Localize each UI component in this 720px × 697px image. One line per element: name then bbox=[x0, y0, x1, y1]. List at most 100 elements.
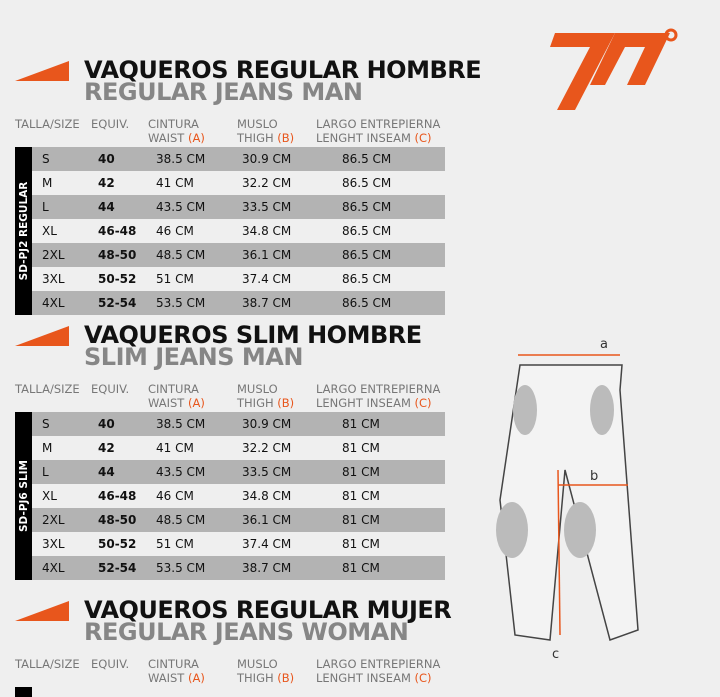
header-thigh: MUSLO THIGH (B) bbox=[237, 657, 295, 685]
size-table: SD-PJ2 REGULAR S 40 38.5 CM 30.9 CM 86.5 CM M 4… bbox=[15, 147, 445, 315]
cell: 36.1 CM bbox=[242, 513, 292, 527]
table-row: S 40 38.5 CM 30.9 CM 81 CM bbox=[32, 412, 445, 436]
table-row: 2XL 48-50 48.5 CM 36.1 CM 86.5 CM bbox=[32, 243, 445, 267]
cell: 33.5 CM bbox=[242, 200, 292, 214]
size-table: SD-PJ6 SLIM S 40 38.5 CM 30.9 CM 81 CM M 42 41 C… bbox=[15, 412, 445, 580]
cell: 34.8 CM bbox=[242, 489, 292, 503]
header-equiv: EQUIV. bbox=[91, 382, 130, 396]
cell: 81 CM bbox=[342, 417, 380, 431]
header-thigh: MUSLO THIGH (B) bbox=[237, 382, 295, 410]
cell: 48.5 CM bbox=[156, 513, 206, 527]
cell: 52-54 bbox=[98, 296, 137, 310]
cell: 46 CM bbox=[156, 224, 194, 238]
table-row: 3XL 50-52 51 CM 37.4 CM 81 CM bbox=[32, 532, 445, 556]
cell: 36.1 CM bbox=[242, 248, 292, 262]
cell: 34.8 CM bbox=[242, 224, 292, 238]
cell: 44 bbox=[98, 465, 115, 479]
cell: 32.2 CM bbox=[242, 176, 292, 190]
cell: 32.2 CM bbox=[242, 441, 292, 455]
cell: 2XL bbox=[42, 513, 65, 527]
section-subtitle: SLIM JEANS MAN bbox=[84, 343, 303, 371]
table-row: 3XL 50-52 51 CM 37.4 CM 86.5 CM bbox=[32, 267, 445, 291]
orange-triangle-icon bbox=[15, 326, 69, 346]
cell: 40 bbox=[98, 152, 115, 166]
cell: 86.5 CM bbox=[342, 248, 392, 262]
cell: 38.7 CM bbox=[242, 296, 292, 310]
table-row: 4XL 52-54 53.5 CM 38.7 CM 86.5 CM bbox=[32, 291, 445, 315]
cell: 86.5 CM bbox=[342, 296, 392, 310]
cell: 38.5 CM bbox=[156, 417, 206, 431]
cell: L bbox=[42, 200, 49, 214]
cell: 81 CM bbox=[342, 489, 380, 503]
label-a: a bbox=[600, 337, 608, 352]
table-row: 4XL 52-54 53.5 CM 38.7 CM 81 CM bbox=[32, 556, 445, 580]
brand-logo bbox=[550, 28, 678, 110]
table-row: M 42 41 CM 32.2 CM 86.5 CM bbox=[32, 171, 445, 195]
table-row: L 44 43.5 CM 33.5 CM 86.5 CM bbox=[32, 195, 445, 219]
cell: 46 CM bbox=[156, 489, 194, 503]
header-inseam: LARGO ENTREPIERNA LENGHT INSEAM (C) bbox=[316, 657, 441, 685]
cell: 81 CM bbox=[342, 513, 380, 527]
cell: 86.5 CM bbox=[342, 272, 392, 286]
section-subtitle: REGULAR JEANS MAN bbox=[84, 78, 363, 106]
cell: 86.5 CM bbox=[342, 176, 392, 190]
cell: 33.5 CM bbox=[242, 465, 292, 479]
label-b: b bbox=[590, 469, 598, 484]
cell: 2XL bbox=[42, 248, 65, 262]
cell: 43.5 CM bbox=[156, 465, 206, 479]
cell: XL bbox=[42, 224, 57, 238]
header-inseam: LARGO ENTREPIERNA LENGHT INSEAM (C) bbox=[316, 382, 441, 410]
cell: M bbox=[42, 176, 53, 190]
table-row: M 42 41 CM 32.2 CM 81 CM bbox=[32, 436, 445, 460]
header-size: TALLA/SIZE bbox=[15, 117, 80, 131]
cell: 37.4 CM bbox=[242, 537, 292, 551]
section-title: VAQUEROS REGULAR HOMBRE bbox=[84, 56, 482, 84]
cell: 41 CM bbox=[156, 441, 194, 455]
cell: 30.9 CM bbox=[242, 152, 292, 166]
header-equiv: EQUIV. bbox=[91, 117, 130, 131]
cell: 81 CM bbox=[342, 441, 380, 455]
cell: M bbox=[42, 441, 53, 455]
cell: 4XL bbox=[42, 561, 65, 575]
header-thigh: MUSLO THIGH (B) bbox=[237, 117, 295, 145]
header-waist: CINTURA WAIST (A) bbox=[148, 657, 205, 685]
cell: 44 bbox=[98, 200, 115, 214]
cell: 51 CM bbox=[156, 537, 194, 551]
table-row: XL 46-48 46 CM 34.8 CM 81 CM bbox=[32, 484, 445, 508]
cell: S bbox=[42, 152, 50, 166]
model-label bbox=[15, 687, 32, 697]
model-label: SD-PJ6 SLIM bbox=[15, 412, 32, 580]
orange-triangle-icon bbox=[15, 61, 69, 81]
cell: 46-48 bbox=[98, 224, 137, 238]
cell: 81 CM bbox=[342, 465, 380, 479]
header-equiv: EQUIV. bbox=[91, 657, 130, 671]
cell: 81 CM bbox=[342, 537, 380, 551]
section-title: VAQUEROS SLIM HOMBRE bbox=[84, 321, 422, 349]
cell: 4XL bbox=[42, 296, 65, 310]
cell: 86.5 CM bbox=[342, 152, 392, 166]
cell: 86.5 CM bbox=[342, 200, 392, 214]
cell: 46-48 bbox=[98, 489, 137, 503]
header-inseam: LARGO ENTREPIERNA LENGHT INSEAM (C) bbox=[316, 117, 441, 145]
table-row: XL 46-48 46 CM 34.8 CM 86.5 CM bbox=[32, 219, 445, 243]
header-waist: CINTURA WAIST (A) bbox=[148, 382, 205, 410]
cell: S bbox=[42, 417, 50, 431]
cell: 40 bbox=[98, 417, 115, 431]
cell: 30.9 CM bbox=[242, 417, 292, 431]
cell: 86.5 CM bbox=[342, 224, 392, 238]
cell: 3XL bbox=[42, 272, 65, 286]
cell: 48-50 bbox=[98, 248, 137, 262]
cell: 50-52 bbox=[98, 537, 137, 551]
header-waist: CINTURA WAIST (A) bbox=[148, 117, 205, 145]
table-row: S 40 38.5 CM 30.9 CM 86.5 CM bbox=[32, 147, 445, 171]
pants-diagram: a b c bbox=[496, 337, 639, 660]
cell: 53.5 CM bbox=[156, 561, 206, 575]
cell: 38.5 CM bbox=[156, 152, 206, 166]
cell: 38.7 CM bbox=[242, 561, 292, 575]
model-label: SD-PJ2 REGULAR bbox=[15, 147, 32, 315]
size-table bbox=[15, 687, 445, 697]
cell: 43.5 CM bbox=[156, 200, 206, 214]
section-title: VAQUEROS REGULAR MUJER bbox=[84, 596, 452, 624]
table-row: 2XL 48-50 48.5 CM 36.1 CM 81 CM bbox=[32, 508, 445, 532]
cell: 42 bbox=[98, 441, 115, 455]
